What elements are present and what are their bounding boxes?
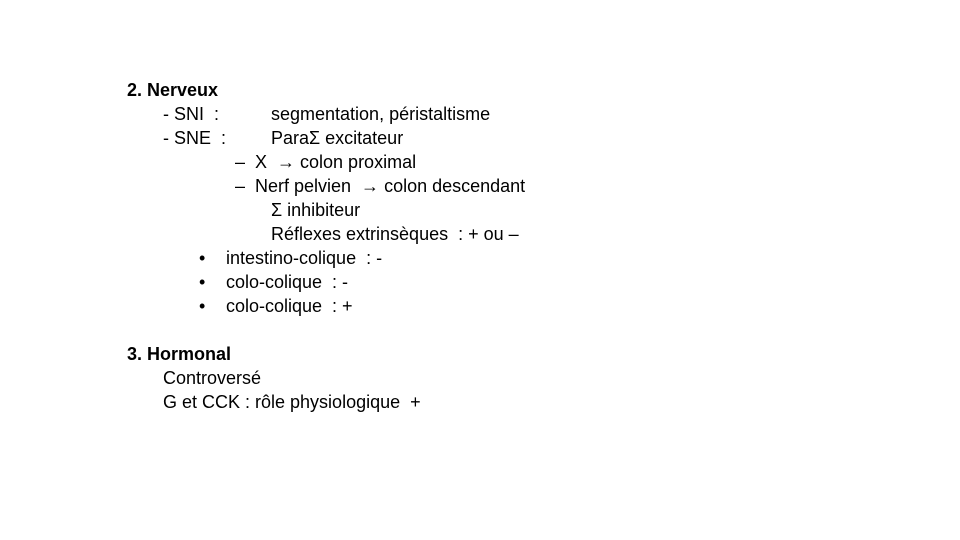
bullet-item: colo-colique : + <box>226 296 353 316</box>
bullet-dot: • <box>199 248 206 268</box>
bullet-dot: • <box>199 296 206 316</box>
sub-item-vagus: – X → colon proximal <box>235 152 417 172</box>
bullet-item: colo-colique : - <box>226 272 349 292</box>
hormonal-line-2: G et CCK : rôle physiologique + <box>163 392 421 412</box>
section-heading-hormonal: 3. Hormonal <box>127 344 232 364</box>
sni-label: - SNI : <box>163 104 220 124</box>
sne-label: - SNE : <box>163 128 227 148</box>
hormonal-line-1: Controversé <box>163 368 262 388</box>
section-heading-nerveux: 2. Nerveux <box>127 80 219 100</box>
reflexes-line: Réflexes extrinsèques : + ou – <box>271 224 519 244</box>
sni-value: segmentation, péristaltisme <box>271 104 491 124</box>
sub-item-pelvic-nerve: – Nerf pelvien → colon descendant <box>235 176 526 196</box>
bullet-dot: • <box>199 272 206 292</box>
sigma-inhibitor: Σ inhibiteur <box>271 200 361 220</box>
sne-value: ParaΣ excitateur <box>271 128 404 148</box>
bullet-item: intestino-colique : - <box>226 248 383 268</box>
